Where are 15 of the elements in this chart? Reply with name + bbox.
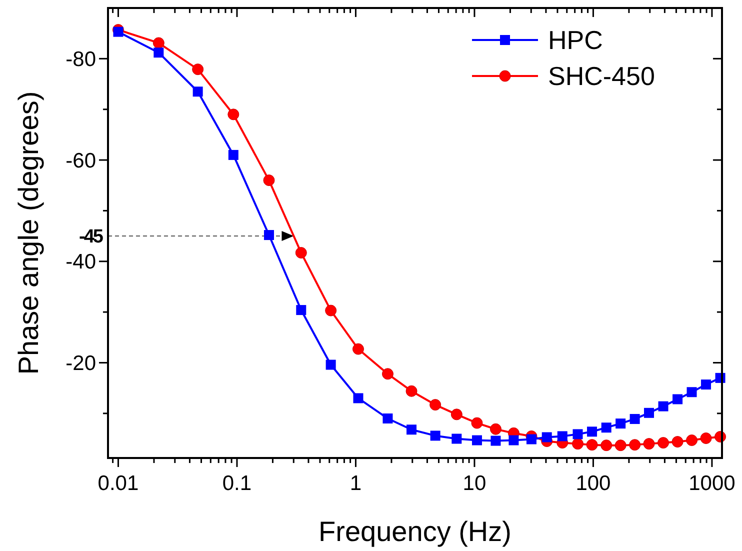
x-tick-label: 1 [350,472,362,495]
x-axis-title: Frequency (Hz) [318,516,512,547]
legend-label: HPC [548,25,603,56]
ref-line-label: -45 [79,226,104,248]
x-tick-label: 0.01 [98,472,139,495]
x-tick-label: 100 [576,472,611,495]
x-tick-label: 1000 [688,472,736,495]
y-tick-label: -40 [66,250,96,274]
x-tick-label: 10 [462,472,486,495]
y-axis-title: Phase angle (degrees) [13,91,44,375]
x-tick-label: 0.1 [222,472,252,495]
y-tick-label: -80 [66,48,96,72]
legend-label: SHC-450 [548,61,655,92]
y-tick-label: -20 [66,352,96,376]
y-tick-label: -60 [66,149,96,172]
